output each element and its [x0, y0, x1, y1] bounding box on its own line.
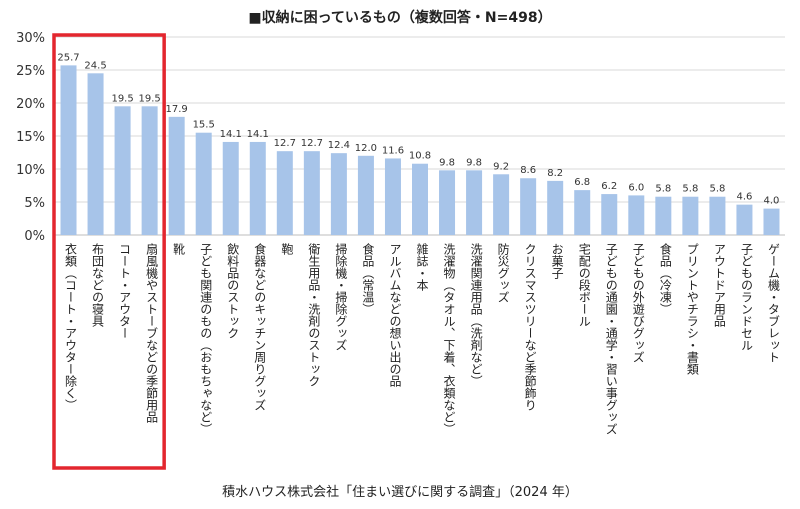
chart-title: ■収納に困っているもの（複数回答・N=498） — [248, 9, 551, 26]
bar — [141, 106, 158, 235]
data-label: 10.8 — [409, 151, 431, 162]
bar — [493, 174, 510, 235]
data-label: 9.8 — [466, 157, 482, 168]
data-label: 15.5 — [193, 120, 215, 131]
data-label: 14.1 — [220, 129, 242, 140]
x-tick-label: プリントやチラシ・書類 — [685, 243, 699, 376]
y-tick-label: 25% — [16, 64, 45, 79]
y-tick-label: 5% — [24, 196, 45, 211]
bar — [87, 73, 104, 235]
x-tick-label: 子どもの通園・通学・習い事グッズ — [604, 243, 618, 435]
bar — [439, 170, 456, 235]
x-tick-label: 食品（常温） — [361, 242, 375, 315]
data-label: 6.2 — [601, 181, 617, 192]
bar — [601, 194, 618, 235]
x-tick-label: 子どものランドセル — [739, 243, 753, 351]
x-tick-label: コート・アウター — [118, 243, 132, 339]
source-note: 積水ハウス株式会社「住まい選びに関する調査」（2024 年） — [222, 484, 578, 500]
bar — [736, 204, 753, 235]
x-tick-label: 掃除機・掃除グッズ — [334, 242, 348, 351]
data-label: 9.2 — [493, 161, 509, 172]
bar — [628, 195, 645, 235]
data-label: 5.8 — [682, 184, 698, 195]
bar — [330, 153, 347, 235]
data-label: 24.5 — [84, 60, 106, 71]
data-label: 9.8 — [439, 157, 455, 168]
data-label: 4.6 — [736, 192, 752, 203]
bar — [303, 151, 320, 235]
bar — [384, 158, 401, 235]
bar — [60, 65, 77, 235]
y-tick-label: 30% — [16, 31, 45, 46]
x-tick-label: アルバムなどの想い出の品 — [388, 243, 402, 387]
y-tick-label: 20% — [16, 97, 45, 112]
highlight-box — [52, 33, 166, 470]
x-tick-label: クリスマスツリーなど季節飾り — [523, 243, 537, 411]
bar — [249, 141, 266, 235]
data-label: 12.7 — [301, 138, 323, 149]
bar — [520, 178, 537, 235]
data-label: 8.2 — [547, 168, 563, 179]
data-label: 25.7 — [57, 52, 79, 63]
x-tick-label: ゲーム機・タブレット — [766, 243, 780, 363]
x-tick-label: 食器などのキッチン周りグッズ — [253, 242, 267, 411]
data-label: 5.8 — [709, 184, 725, 195]
x-tick-label: 鞄 — [280, 243, 294, 256]
x-tick-label: 衛生用品・洗剤のストック — [307, 243, 321, 387]
data-label: 4.0 — [764, 196, 780, 207]
x-tick-label: 食品（冷凍） — [658, 242, 672, 315]
bar — [168, 116, 185, 235]
data-label: 14.1 — [247, 129, 269, 140]
data-label: 12.7 — [274, 138, 296, 149]
x-tick-label: 防災グッズ — [496, 242, 510, 303]
bar — [195, 132, 212, 235]
data-label: 19.5 — [138, 93, 160, 104]
bar — [547, 180, 564, 235]
x-tick-label: お菓子 — [550, 243, 564, 279]
x-tick-label: アウトドア用品 — [712, 243, 726, 327]
data-label: 12.0 — [355, 143, 377, 154]
x-tick-label: 洗濯関連用品（洗剤など） — [469, 243, 483, 387]
x-tick-label: 宅配の段ボール — [577, 242, 591, 327]
bar — [466, 170, 483, 235]
x-tick-label: 布団などの寝具 — [91, 243, 105, 327]
y-tick-label: 10% — [16, 163, 45, 178]
bar — [222, 141, 239, 235]
bar — [574, 190, 591, 235]
x-tick-label: 雑誌・本 — [415, 242, 429, 292]
x-tick-label: 子ども関連のもの（おもちゃなど） — [199, 243, 213, 435]
x-tick-label: 靴 — [172, 243, 186, 256]
data-label: 17.9 — [166, 104, 188, 115]
data-label: 5.8 — [655, 184, 671, 195]
bar — [357, 155, 374, 235]
data-label: 11.6 — [382, 145, 404, 156]
bar — [682, 196, 699, 235]
bar — [276, 151, 293, 235]
x-tick-label: 子どもの外遊びグッズ — [631, 243, 645, 363]
y-tick-label: 15% — [16, 130, 45, 145]
x-tick-label: 飲料品のストック — [226, 242, 240, 339]
data-label: 19.5 — [111, 93, 133, 104]
x-tick-label: 扇風機やストーブなどの季節用品 — [145, 242, 159, 423]
data-label: 8.6 — [520, 165, 536, 176]
bar — [114, 106, 131, 235]
data-label: 12.4 — [328, 140, 350, 151]
x-tick-label: 洗濯物（タオル、下着、衣類など） — [442, 243, 456, 435]
y-tick-label: 0% — [24, 229, 45, 244]
data-label: 6.8 — [574, 177, 590, 188]
data-label: 6.0 — [628, 182, 644, 193]
bar — [763, 208, 780, 235]
bar — [412, 163, 428, 235]
x-tick-label: 衣類（コート・アウター除く） — [64, 242, 78, 411]
bar — [709, 196, 726, 235]
bar — [655, 196, 672, 235]
